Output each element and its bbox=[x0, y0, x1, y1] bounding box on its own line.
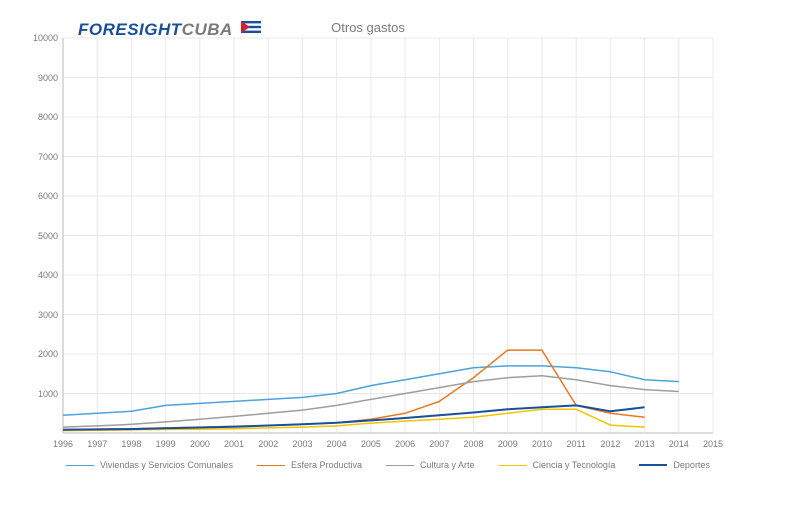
x-tick-label: 2002 bbox=[258, 439, 278, 449]
x-tick-label: 2006 bbox=[395, 439, 415, 449]
legend: Viviendas y Servicios Comunales Esfera Pr… bbox=[63, 460, 713, 470]
x-tick-label: 2013 bbox=[635, 439, 655, 449]
x-tick-label: 1997 bbox=[87, 439, 107, 449]
x-tick-label: 2004 bbox=[327, 439, 347, 449]
chart-title: Otros gastos bbox=[8, 20, 728, 35]
y-tick-label: 5000 bbox=[8, 231, 58, 241]
legend-swatch bbox=[66, 465, 94, 466]
x-tick-label: 2005 bbox=[361, 439, 381, 449]
y-tick-label: 3000 bbox=[8, 310, 58, 320]
x-tick-label: 2000 bbox=[190, 439, 210, 449]
y-tick-label: 2000 bbox=[8, 349, 58, 359]
legend-swatch bbox=[386, 465, 414, 466]
legend-item-esfera: Esfera Productiva bbox=[257, 460, 362, 470]
x-tick-label: 2001 bbox=[224, 439, 244, 449]
x-tick-label: 2007 bbox=[429, 439, 449, 449]
x-tick-label: 1998 bbox=[121, 439, 141, 449]
x-tick-label: 2015 bbox=[703, 439, 723, 449]
plot-svg bbox=[63, 38, 713, 433]
y-tick-label: 6000 bbox=[8, 191, 58, 201]
chart-inner: FORESIGHTCUBA Otros gastos 1000200030004… bbox=[8, 8, 728, 483]
y-tick-label: 10000 bbox=[8, 33, 58, 43]
legend-swatch bbox=[499, 465, 527, 466]
x-tick-label: 2009 bbox=[498, 439, 518, 449]
x-tick-label: 2008 bbox=[464, 439, 484, 449]
legend-item-cultura: Cultura y Arte bbox=[386, 460, 475, 470]
legend-label: Viviendas y Servicios Comunales bbox=[100, 460, 233, 470]
legend-item-ciencia: Ciencia y Tecnología bbox=[499, 460, 616, 470]
y-tick-label: 7000 bbox=[8, 152, 58, 162]
x-tick-label: 1996 bbox=[53, 439, 73, 449]
legend-swatch bbox=[639, 464, 667, 466]
legend-label: Ciencia y Tecnología bbox=[533, 460, 616, 470]
y-tick-label: 9000 bbox=[8, 73, 58, 83]
legend-swatch bbox=[257, 465, 285, 466]
x-tick-label: 1999 bbox=[156, 439, 176, 449]
series-ciencia bbox=[63, 409, 645, 430]
y-tick-label: 8000 bbox=[8, 112, 58, 122]
y-tick-label: 4000 bbox=[8, 270, 58, 280]
x-tick-label: 2014 bbox=[669, 439, 689, 449]
x-tick-label: 2010 bbox=[532, 439, 552, 449]
x-tick-label: 2003 bbox=[292, 439, 312, 449]
x-tick-label: 2012 bbox=[600, 439, 620, 449]
chart-frame: FORESIGHTCUBA Otros gastos 1000200030004… bbox=[0, 0, 800, 523]
x-tick-label: 2011 bbox=[566, 439, 585, 449]
legend-item-deportes: Deportes bbox=[639, 460, 710, 470]
legend-label: Cultura y Arte bbox=[420, 460, 475, 470]
legend-label: Deportes bbox=[673, 460, 710, 470]
legend-label: Esfera Productiva bbox=[291, 460, 362, 470]
plot-area bbox=[63, 38, 713, 433]
y-tick-label: 1000 bbox=[8, 389, 58, 399]
legend-item-viviendas: Viviendas y Servicios Comunales bbox=[66, 460, 233, 470]
